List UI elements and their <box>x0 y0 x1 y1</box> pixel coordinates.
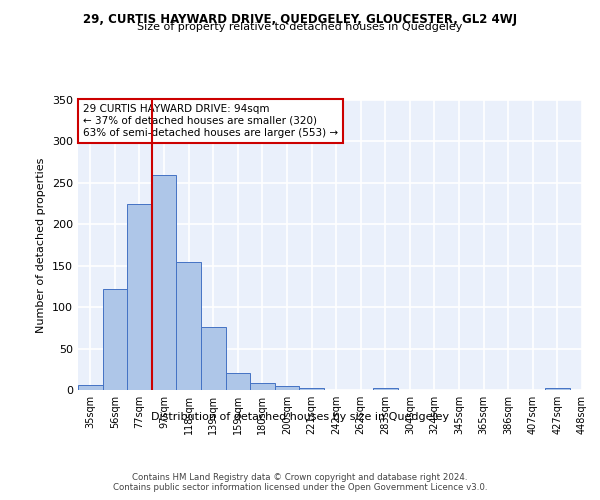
Text: Distribution of detached houses by size in Quedgeley: Distribution of detached houses by size … <box>151 412 449 422</box>
Bar <box>275 386 299 390</box>
Bar <box>250 382 275 390</box>
Bar <box>176 262 201 390</box>
Text: Contains HM Land Registry data © Crown copyright and database right 2024.: Contains HM Land Registry data © Crown c… <box>132 472 468 482</box>
Bar <box>127 204 152 390</box>
Bar <box>299 388 324 390</box>
Bar <box>373 388 398 390</box>
Bar <box>78 385 103 390</box>
Text: 29 CURTIS HAYWARD DRIVE: 94sqm
← 37% of detached houses are smaller (320)
63% of: 29 CURTIS HAYWARD DRIVE: 94sqm ← 37% of … <box>83 104 338 138</box>
Bar <box>103 289 127 390</box>
Bar <box>152 176 176 390</box>
Text: Size of property relative to detached houses in Quedgeley: Size of property relative to detached ho… <box>137 22 463 32</box>
Bar <box>226 372 250 390</box>
Text: Contains public sector information licensed under the Open Government Licence v3: Contains public sector information licen… <box>113 482 487 492</box>
Bar <box>545 388 570 390</box>
Text: 29, CURTIS HAYWARD DRIVE, QUEDGELEY, GLOUCESTER, GL2 4WJ: 29, CURTIS HAYWARD DRIVE, QUEDGELEY, GLO… <box>83 12 517 26</box>
Y-axis label: Number of detached properties: Number of detached properties <box>37 158 46 332</box>
Bar <box>201 327 226 390</box>
